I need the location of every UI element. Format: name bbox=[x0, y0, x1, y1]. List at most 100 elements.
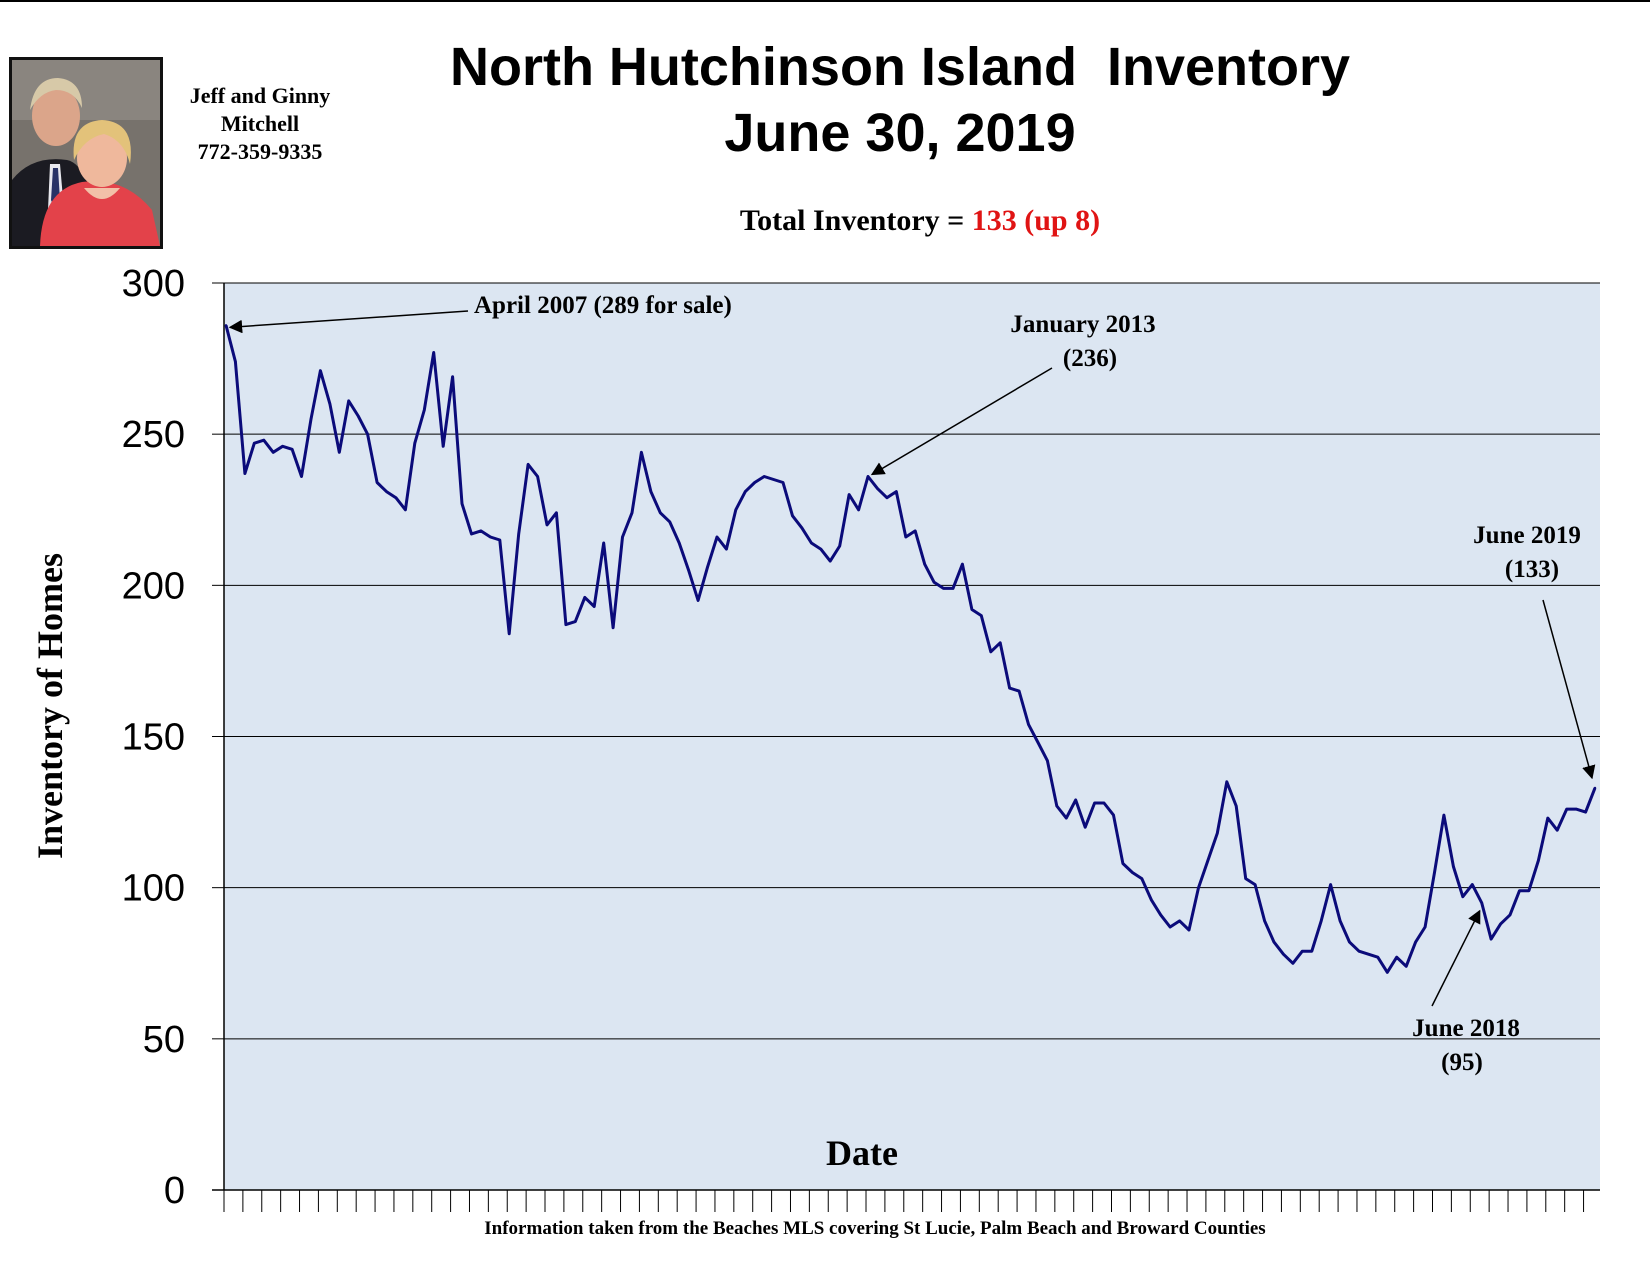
data-point bbox=[536, 475, 539, 478]
data-point bbox=[1272, 940, 1276, 944]
annotation-jan2013-arrow bbox=[870, 367, 1053, 476]
data-point bbox=[1348, 940, 1351, 944]
data-point bbox=[1357, 949, 1361, 953]
data-point bbox=[423, 408, 426, 412]
y-axis-ticks: 0 50 100 150 200 250 300 bbox=[122, 263, 224, 1212]
data-point bbox=[545, 523, 549, 527]
data-point bbox=[1282, 952, 1285, 956]
data-point bbox=[961, 562, 964, 566]
data-point bbox=[1017, 689, 1021, 693]
data-point bbox=[1253, 883, 1257, 886]
data-point bbox=[876, 487, 879, 490]
data-point bbox=[262, 439, 265, 442]
data-point bbox=[800, 526, 804, 530]
data-point bbox=[1036, 741, 1040, 744]
data-point bbox=[895, 490, 898, 493]
data-point bbox=[1168, 925, 1172, 929]
data-point bbox=[1593, 786, 1597, 790]
data-point bbox=[857, 508, 860, 511]
data-point bbox=[1065, 816, 1068, 820]
data-point bbox=[1263, 919, 1266, 923]
data-point bbox=[951, 587, 955, 590]
data-point bbox=[687, 569, 690, 572]
data-point bbox=[272, 451, 275, 454]
annotation-jan2013-label: January 2013 bbox=[1010, 311, 1155, 338]
data-point bbox=[970, 608, 974, 611]
data-point bbox=[706, 565, 709, 569]
data-point bbox=[583, 596, 586, 599]
data-point bbox=[1527, 889, 1531, 892]
data-point bbox=[630, 511, 634, 514]
data-point bbox=[715, 535, 719, 539]
annotation-jun2019-label: June 2019 bbox=[1473, 522, 1581, 549]
agent-names-line2: Mitchell bbox=[220, 111, 300, 136]
data-point bbox=[1546, 816, 1549, 820]
annotation-jun2018-value: (95) bbox=[1441, 1049, 1483, 1076]
annotation-jun2019-arrow bbox=[1542, 599, 1596, 780]
data-point bbox=[479, 529, 483, 533]
data-point bbox=[1320, 919, 1323, 923]
data-point bbox=[281, 445, 284, 448]
data-point bbox=[375, 481, 379, 484]
data-point bbox=[1584, 810, 1587, 814]
data-point bbox=[819, 547, 823, 551]
data-point bbox=[555, 511, 558, 514]
data-point bbox=[1518, 889, 1521, 892]
data-point bbox=[253, 442, 256, 445]
chart-title-line2: June 30, 2019 bbox=[724, 103, 1076, 163]
annotations: April 2007 (289 for sale) January 2013 (23… bbox=[228, 292, 1596, 1076]
data-point bbox=[659, 511, 662, 514]
data-point bbox=[1395, 956, 1398, 959]
data-point bbox=[489, 535, 492, 539]
data-point bbox=[942, 587, 945, 590]
y-tick-label: 50 bbox=[143, 1019, 185, 1061]
data-point bbox=[394, 496, 398, 499]
data-point bbox=[1083, 826, 1087, 829]
data-point bbox=[1414, 940, 1417, 944]
data-point bbox=[574, 620, 577, 623]
annotation-jan2013-value: (236) bbox=[1063, 345, 1117, 372]
data-point bbox=[1055, 804, 1059, 808]
data-point bbox=[1376, 956, 1380, 959]
x-axis-label: Date bbox=[826, 1133, 898, 1173]
y-tick-label: 200 bbox=[122, 565, 185, 607]
data-point bbox=[885, 496, 889, 499]
data-point bbox=[753, 481, 756, 484]
y-tick-label: 0 bbox=[164, 1170, 185, 1212]
data-point bbox=[1310, 949, 1313, 953]
annotation-peak-label: April 2007 (289 for sale) bbox=[474, 292, 732, 319]
data-point bbox=[593, 605, 596, 608]
data-point bbox=[498, 538, 501, 542]
annotation-jun2019-value: (133) bbox=[1505, 556, 1559, 583]
data-point bbox=[385, 490, 388, 493]
data-point bbox=[762, 475, 766, 478]
data-point bbox=[1480, 901, 1483, 904]
data-point bbox=[1216, 832, 1219, 835]
data-point bbox=[224, 324, 228, 327]
data-point bbox=[1074, 798, 1077, 802]
data-point bbox=[1471, 883, 1474, 886]
data-point bbox=[810, 541, 813, 545]
data-point bbox=[243, 472, 247, 475]
source-note: Information taken from the Beaches MLS c… bbox=[484, 1218, 1265, 1239]
data-point bbox=[744, 490, 747, 493]
data-point bbox=[904, 535, 907, 539]
annotation-jun2018-arrow bbox=[1431, 909, 1481, 1007]
data-point bbox=[290, 448, 294, 451]
y-tick-label: 250 bbox=[122, 414, 185, 456]
data-point bbox=[300, 475, 303, 478]
data-point bbox=[1329, 883, 1332, 886]
data-point bbox=[980, 614, 983, 617]
data-point bbox=[1301, 949, 1304, 953]
data-point bbox=[838, 544, 841, 548]
agent-photo-image bbox=[12, 60, 160, 246]
agent-contact: Jeff and Ginny Mitchell 772-359-9335 bbox=[165, 82, 355, 166]
data-point bbox=[1140, 877, 1144, 880]
data-point bbox=[1112, 813, 1115, 817]
data-point bbox=[1404, 965, 1408, 968]
data-point bbox=[649, 490, 653, 493]
data-point bbox=[1131, 871, 1134, 874]
data-point bbox=[1423, 925, 1427, 929]
data-point bbox=[460, 502, 464, 505]
